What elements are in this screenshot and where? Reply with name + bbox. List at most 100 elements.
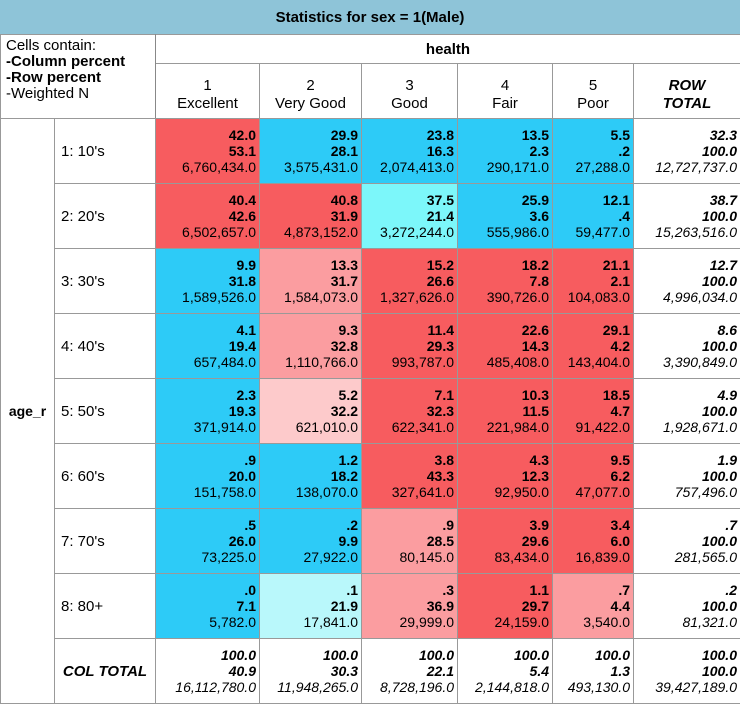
row-percent: 28.1 (260, 143, 358, 159)
weighted-n: 1,584,073.0 (260, 289, 358, 305)
row-percent: 22.1 (362, 663, 454, 679)
weighted-n: 16,839.0 (553, 549, 630, 565)
row-label[interactable]: 6: 60's (55, 444, 156, 509)
row-label[interactable]: 8: 80+ (55, 574, 156, 639)
row-label[interactable]: 1: 10's (55, 119, 156, 184)
row-label[interactable]: 4: 40's (55, 314, 156, 379)
weighted-n: 555,986.0 (458, 224, 549, 240)
row-percent: 53.1 (156, 143, 256, 159)
column-percent: .5 (156, 517, 256, 533)
column-percent: 100.0 (634, 647, 737, 663)
row-percent: 43.3 (362, 468, 454, 484)
cell-contents-legend: Cells contain: -Column percent -Row perc… (1, 35, 156, 119)
column-percent: 42.0 (156, 127, 256, 143)
column-percent: 18.5 (553, 387, 630, 403)
column-percent: 13.3 (260, 257, 358, 273)
column-percent: 40.4 (156, 192, 256, 208)
row-percent: 2.3 (458, 143, 549, 159)
row-percent: 100.0 (634, 663, 737, 679)
column-code: 4 (458, 77, 552, 95)
column-percent: 11.4 (362, 322, 454, 338)
weighted-n: 81,321.0 (634, 614, 737, 630)
column-label: Very Good (260, 95, 361, 113)
column-percent: 5.5 (553, 127, 630, 143)
column-percent: 40.8 (260, 192, 358, 208)
column-percent: 29.9 (260, 127, 358, 143)
row-label[interactable]: 5: 50's (55, 379, 156, 444)
row-label[interactable]: 7: 70's (55, 509, 156, 574)
row-percent: 30.3 (260, 663, 358, 679)
row-percent: 7.1 (156, 598, 256, 614)
row-percent: 28.5 (362, 533, 454, 549)
weighted-n: 27,922.0 (260, 549, 358, 565)
column-percent: .7 (634, 517, 737, 533)
column-percent: 3.9 (458, 517, 549, 533)
row-label[interactable]: 2: 20's (55, 184, 156, 249)
row-label[interactable]: 3: 30's (55, 249, 156, 314)
column-percent: 4.9 (634, 387, 737, 403)
weighted-n: 143,404.0 (553, 354, 630, 370)
row-percent: 4.2 (553, 338, 630, 354)
